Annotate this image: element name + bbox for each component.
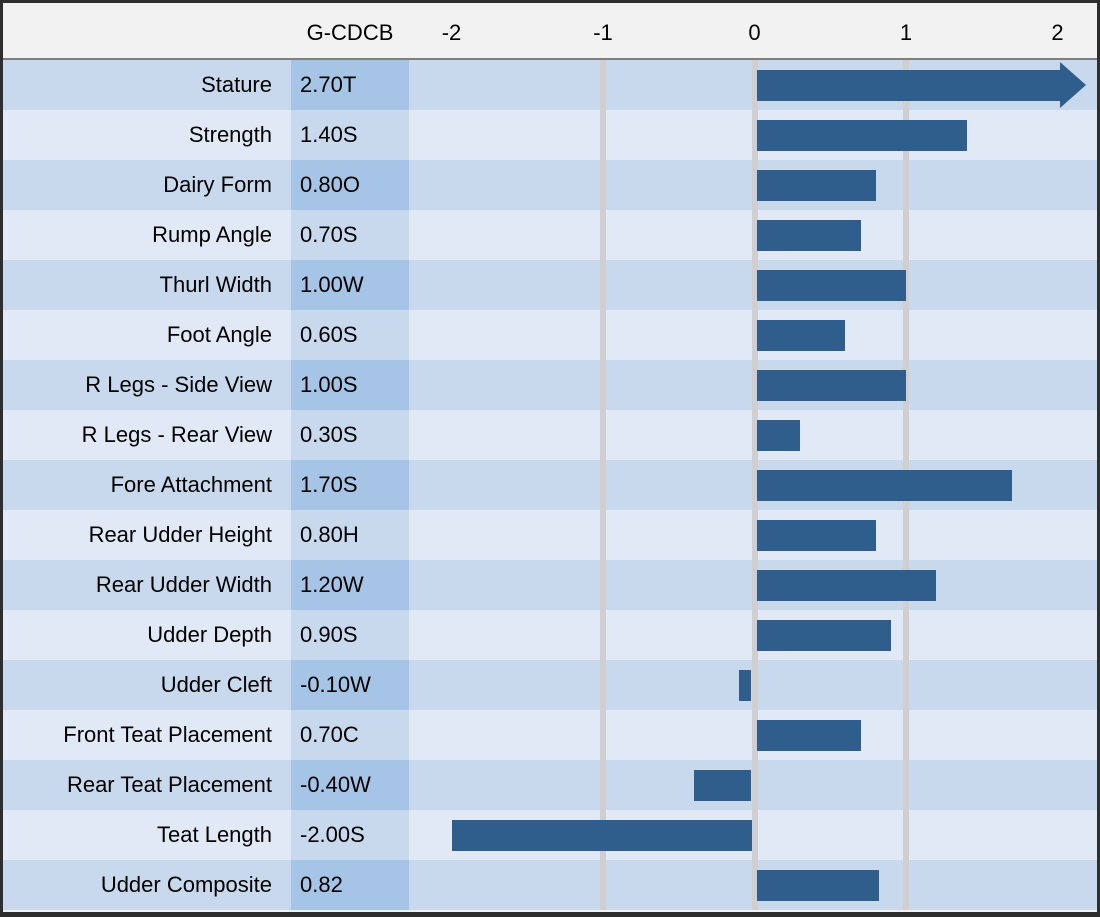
table-row: Udder Depth 0.90S <box>3 610 1097 660</box>
table-row: Strength 1.40S <box>3 110 1097 160</box>
table-row: Udder Composite 0.82 <box>3 860 1097 910</box>
axis-tick-label: 2 <box>1051 20 1064 45</box>
table-row: Rump Angle 0.70S <box>3 210 1097 260</box>
trait-bar <box>756 570 937 601</box>
trait-bar-cell <box>409 810 1097 860</box>
trait-value: 1.70S <box>291 460 409 510</box>
trait-value: 0.80O <box>291 160 409 210</box>
table-row: Thurl Width 1.00W <box>3 260 1097 310</box>
trait-label: Rear Udder Width <box>95 572 272 597</box>
axis-tick-label: -1 <box>593 20 613 45</box>
axis-tick-label: -2 <box>441 20 462 45</box>
trait-label: Stature <box>201 72 272 97</box>
trait-bar <box>756 270 906 301</box>
trait-bar-cell <box>409 710 1097 760</box>
trait-bar <box>756 70 1060 101</box>
trait-bar-cell <box>409 310 1097 360</box>
trait-bar-cell <box>409 160 1097 210</box>
trait-bar <box>756 320 846 351</box>
trait-label: Udder Depth <box>147 622 272 647</box>
trait-label: Rear Udder Height <box>88 522 272 547</box>
trait-bar <box>756 370 906 401</box>
trait-bar <box>451 820 752 851</box>
trait-value: 0.70C <box>291 710 409 760</box>
trait-label: Teat Length <box>157 822 272 847</box>
bar-arrowhead-icon <box>1060 62 1086 108</box>
table-row: Front Teat Placement 0.70C <box>3 710 1097 760</box>
trait-value: -2.00S <box>291 810 409 860</box>
trait-value: 0.70S <box>291 210 409 260</box>
value-column-header: G-CDCB <box>306 20 394 45</box>
gridline <box>751 60 758 910</box>
trait-bar-cell <box>409 510 1097 560</box>
trait-value: 0.60S <box>291 310 409 360</box>
trait-label: Udder Composite <box>100 872 272 897</box>
gridline <box>600 60 606 910</box>
trait-bar <box>756 220 861 251</box>
chart-body: Stature 2.70T Strength 1.40S Dairy Form … <box>3 60 1097 910</box>
table-row: R Legs - Side View 1.00S <box>3 360 1097 410</box>
trait-bar-cell <box>409 560 1097 610</box>
trait-bar-cell <box>409 860 1097 910</box>
trait-bar-cell <box>409 610 1097 660</box>
trait-label: Rump Angle <box>152 222 272 247</box>
trait-label: Rear Teat Placement <box>66 772 272 797</box>
trait-bar-cell <box>409 260 1097 310</box>
chart-header: G-CDCB -2 -1 0 1 2 <box>3 3 1097 60</box>
trait-label: Dairy Form <box>163 172 272 197</box>
table-row: Stature 2.70T <box>3 60 1097 110</box>
trait-label: Udder Cleft <box>160 672 272 697</box>
trait-bar <box>756 420 800 451</box>
trait-bar <box>756 520 876 551</box>
table-row: Foot Angle 0.60S <box>3 310 1097 360</box>
table-row: Rear Udder Height 0.80H <box>3 510 1097 560</box>
trait-value: -0.10W <box>291 660 409 710</box>
axis-tick-label: 1 <box>899 20 913 45</box>
trait-value: -0.40W <box>291 760 409 810</box>
trait-bar <box>756 170 876 201</box>
trait-bar-cell <box>409 210 1097 260</box>
trait-value: 1.00S <box>291 360 409 410</box>
trait-label: Front Teat Placement <box>63 722 272 747</box>
trait-bar <box>756 870 879 901</box>
trait-bar <box>756 620 891 651</box>
trait-bar-cell <box>409 60 1097 110</box>
trait-bar <box>739 670 752 701</box>
trait-bar-cell <box>409 110 1097 160</box>
table-row: Rear Teat Placement -0.40W <box>3 760 1097 810</box>
trait-label: Fore Attachment <box>110 472 272 497</box>
trait-value: 0.80H <box>291 510 409 560</box>
trait-value: 1.20W <box>291 560 409 610</box>
trait-value: 1.00W <box>291 260 409 310</box>
trait-value: 0.90S <box>291 610 409 660</box>
trait-label: R Legs - Side View <box>85 372 272 397</box>
table-row: Teat Length -2.00S <box>3 810 1097 860</box>
table-row: Rear Udder Width 1.20W <box>3 560 1097 610</box>
trait-value: 1.40S <box>291 110 409 160</box>
trait-label: Strength <box>188 122 272 147</box>
table-row: Dairy Form 0.80O <box>3 160 1097 210</box>
trait-bar-cell <box>409 360 1097 410</box>
trait-bar <box>756 720 861 751</box>
trait-value: 0.30S <box>291 410 409 460</box>
trait-bar-cell <box>409 760 1097 810</box>
axis-tick-label: 0 <box>748 20 761 45</box>
table-row: Fore Attachment 1.70S <box>3 460 1097 510</box>
trait-label: Foot Angle <box>166 322 272 347</box>
trait-bar <box>693 770 752 801</box>
trait-value: 0.82 <box>291 860 409 910</box>
trait-bar <box>756 470 1013 501</box>
trait-value: 2.70T <box>291 60 409 110</box>
table-row: Udder Cleft -0.10W <box>3 660 1097 710</box>
trait-bar-cell <box>409 660 1097 710</box>
trait-bar <box>756 120 967 151</box>
trait-label: R Legs - Rear View <box>81 422 272 447</box>
trait-bar-cell <box>409 410 1097 460</box>
trait-label: Thurl Width <box>159 272 272 297</box>
table-row: R Legs - Rear View 0.30S <box>3 410 1097 460</box>
trait-bar-cell <box>409 460 1097 510</box>
